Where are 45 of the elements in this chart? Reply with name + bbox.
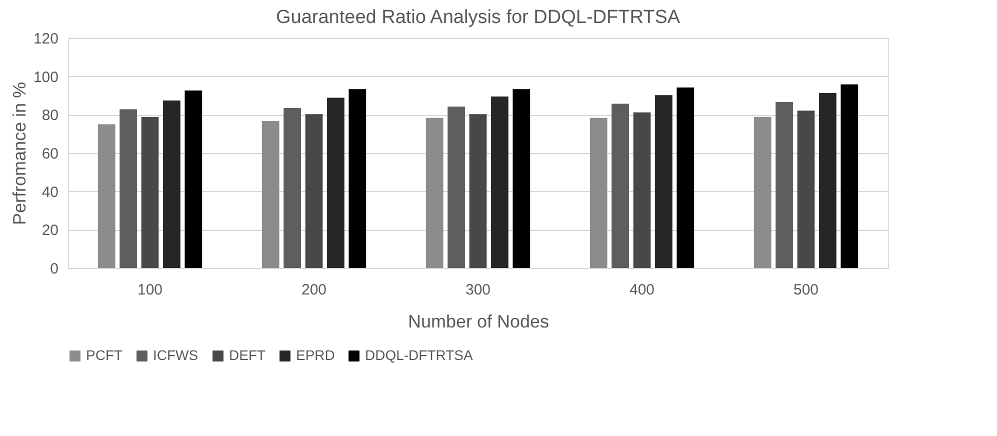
- bar: [776, 102, 793, 268]
- legend-label: PCFT: [86, 347, 123, 363]
- legend-label: DDQL-DFTRTSA: [365, 347, 474, 363]
- bar: [448, 106, 465, 268]
- y-tick-label: 100: [33, 68, 58, 86]
- x-tick-label: 500: [793, 282, 819, 298]
- y-tick-label: 20: [42, 222, 58, 240]
- x-tick-label: 200: [301, 282, 327, 298]
- bar: [754, 116, 772, 268]
- x-tick-label: 300: [465, 282, 491, 298]
- bar: [840, 84, 858, 268]
- chart-title: Guaranteed Ratio Analysis for DDQL-DFTRTSA: [276, 7, 680, 28]
- bar: [262, 120, 280, 268]
- bar: [184, 90, 202, 268]
- y-tick-label: 80: [42, 107, 58, 124]
- bar: [676, 87, 694, 268]
- bar: [512, 89, 530, 268]
- x-axis-title: Number of Nodes: [408, 312, 550, 332]
- legend-label: DEFT: [229, 347, 266, 363]
- legend-label: EPRD: [296, 347, 335, 363]
- bar: [98, 124, 116, 268]
- bar: [590, 118, 608, 268]
- y-tick-label: 120: [33, 30, 58, 48]
- bar: [348, 89, 366, 268]
- bar: [141, 116, 159, 268]
- y-axis-title: Perfromance in %: [9, 82, 30, 226]
- bar: [426, 118, 444, 268]
- bar: [655, 95, 672, 268]
- x-tick-label: 400: [629, 282, 655, 298]
- bar: [819, 93, 836, 268]
- bar: [163, 100, 180, 268]
- bar: [491, 96, 508, 268]
- bar: [120, 109, 137, 268]
- legend-label: ICFWS: [153, 347, 198, 363]
- bar: [612, 104, 629, 268]
- bar: [633, 112, 651, 268]
- x-tick-label: 100: [137, 282, 163, 298]
- y-tick-label: 40: [42, 184, 58, 201]
- bar: [284, 108, 301, 268]
- y-tick-label: 0: [50, 260, 58, 278]
- bar: [469, 114, 487, 268]
- bar: [797, 110, 815, 268]
- y-tick-label: 60: [42, 146, 58, 162]
- bar: [327, 98, 344, 268]
- bar: [305, 114, 323, 268]
